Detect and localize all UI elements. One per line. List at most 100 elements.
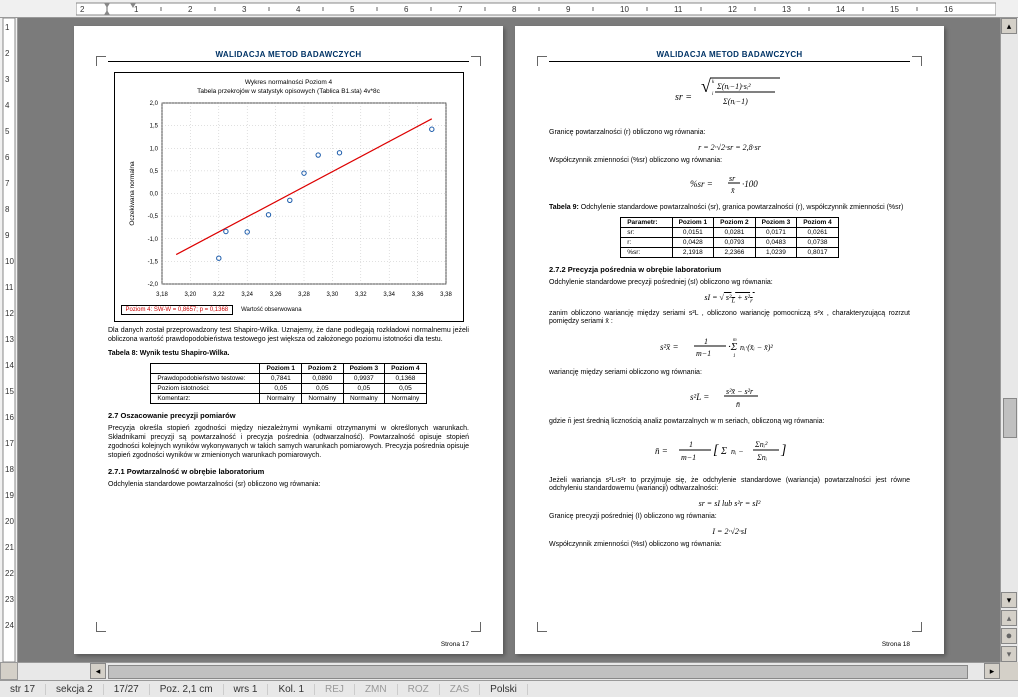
svg-text:-1,5: -1,5 — [147, 259, 158, 265]
section-2-7: 2.7 Oszacowanie precyzji pomiarów — [108, 411, 469, 420]
svg-text:11: 11 — [5, 283, 14, 292]
svg-text:-2,0: -2,0 — [147, 282, 158, 288]
svg-text:k: k — [712, 80, 715, 85]
svg-text:9: 9 — [566, 5, 571, 14]
svg-text:8: 8 — [5, 205, 10, 214]
status-line: wrs 1 — [224, 684, 269, 695]
para-wsr: Współczynnik zmienności (%sr) obliczono … — [549, 157, 910, 166]
svg-text:-0,5: -0,5 — [147, 214, 158, 220]
formula-sr-sl: sr = sI lub s²r = sI² — [549, 499, 910, 508]
svg-text:0,5: 0,5 — [149, 169, 158, 175]
formula-sr: sr = √ Σ(nᵢ−1)·sᵢ² Σ(nᵢ−1) ki — [549, 72, 910, 124]
svg-text:21: 21 — [5, 543, 14, 552]
svg-text:11: 11 — [674, 5, 683, 14]
svg-text:23: 23 — [5, 595, 14, 604]
scroll-up-button[interactable]: ▴ — [1001, 18, 1017, 34]
svg-text:13: 13 — [782, 5, 791, 14]
status-bar: str 17 sekcja 2 17/27 Poz. 2,1 cm wrs 1 … — [0, 680, 1018, 697]
svg-text:9: 9 — [5, 231, 10, 240]
svg-text:14: 14 — [5, 361, 14, 370]
scroll-down-button[interactable]: ▾ — [1001, 592, 1017, 608]
svg-text:3,18: 3,18 — [156, 292, 168, 298]
svg-text:5: 5 — [350, 5, 355, 14]
svg-text:10: 10 — [5, 257, 14, 266]
chart-title-2: Tabela przekrojów w statystyk opisowych … — [121, 88, 457, 95]
next-page-button[interactable]: ▾ — [1001, 646, 1017, 662]
section-2-7-2: 2.7.2 Precyzja pośrednia w obrębie labor… — [549, 265, 910, 274]
svg-text:-1,0: -1,0 — [147, 237, 158, 243]
formula-I: I = 2·√2·sI — [549, 527, 910, 536]
svg-text:1: 1 — [704, 337, 708, 346]
svg-text:2: 2 — [80, 5, 85, 14]
svg-text:4: 4 — [296, 5, 301, 14]
svg-text:3,20: 3,20 — [184, 292, 196, 298]
svg-text:1: 1 — [733, 354, 736, 359]
svg-text:18: 18 — [5, 465, 14, 474]
para-2-7: Precyzja określa stopień zgodności międz… — [108, 425, 469, 460]
table-9: Parametr:Poziom 1Poziom 2Poziom 3Poziom … — [620, 217, 839, 258]
browse-object-button[interactable]: ● — [1001, 628, 1017, 644]
chart-xlabel: Wartość obserwowana — [241, 307, 301, 313]
svg-text:sr: sr — [729, 174, 736, 183]
svg-text:√: √ — [701, 76, 711, 96]
section-2-7-1: 2.7.1 Powtarzalność w obrębie laboratori… — [108, 467, 469, 476]
para-sI: Odchylenie standardowe precyzji pośredni… — [549, 279, 910, 288]
svg-text:2,0: 2,0 — [149, 101, 158, 107]
status-trk: ZMN — [355, 684, 398, 695]
page-header: WALIDACJA METOD BADAWCZYCH — [108, 50, 469, 62]
chart-plot: 3,183,203,223,243,263,283,303,323,343,36… — [124, 97, 454, 302]
horizontal-scrollbar[interactable]: ◂ ▸ — [18, 662, 1000, 680]
svg-text:3,30: 3,30 — [326, 292, 338, 298]
status-section: sekcja 2 — [46, 684, 104, 695]
svg-text:7: 7 — [5, 179, 10, 188]
vertical-ruler: 123456789101112131415161718192021222324 — [0, 18, 18, 662]
vertical-scrollbar[interactable]: ▴ ▾ ▴ ● ▾ — [1000, 18, 1018, 662]
svg-text:10: 10 — [620, 5, 629, 14]
svg-text:3,38: 3,38 — [440, 292, 452, 298]
svg-text:s²x̄ =: s²x̄ = — [660, 342, 679, 352]
scroll-left-button[interactable]: ◂ — [90, 663, 106, 679]
svg-text:6: 6 — [404, 5, 409, 14]
page-number: Strona 18 — [882, 641, 910, 648]
svg-text:14: 14 — [836, 5, 845, 14]
scroll-right-button[interactable]: ▸ — [984, 663, 1000, 679]
status-pages: 17/27 — [104, 684, 150, 695]
svg-text:3,32: 3,32 — [354, 292, 366, 298]
vscroll-thumb[interactable] — [1003, 398, 1017, 438]
svg-text:24: 24 — [5, 621, 14, 630]
status-ovr: ZAS — [440, 684, 480, 695]
page-18: WALIDACJA METOD BADAWCZYCH sr = √ Σ(nᵢ−1… — [515, 26, 944, 654]
svg-text:nᵢ −: nᵢ − — [731, 447, 744, 456]
svg-text:n̄: n̄ — [736, 400, 740, 409]
svg-text:%sr =: %sr = — [690, 179, 713, 189]
status-page: str 17 — [0, 684, 46, 695]
svg-text:22: 22 — [5, 569, 14, 578]
svg-text:x̄: x̄ — [730, 186, 735, 195]
svg-text:16: 16 — [944, 5, 953, 14]
svg-text:3,36: 3,36 — [411, 292, 423, 298]
svg-text:Σ(nᵢ−1): Σ(nᵢ−1) — [722, 97, 748, 106]
document-area: WALIDACJA METOD BADAWCZYCH Wykres normal… — [18, 18, 1000, 662]
para-wsI: Współczynnik zmienności (%sI) obliczono … — [549, 541, 910, 550]
svg-text:6: 6 — [5, 153, 10, 162]
svg-text:m−1: m−1 — [696, 349, 711, 358]
svg-text:·100: ·100 — [742, 179, 758, 189]
svg-text:1: 1 — [134, 5, 139, 14]
page-17: WALIDACJA METOD BADAWCZYCH Wykres normal… — [74, 26, 503, 654]
formula-wsr: %sr = sr x̄ ·100 — [549, 171, 910, 199]
prev-page-button[interactable]: ▴ — [1001, 610, 1017, 626]
svg-text:1,0: 1,0 — [149, 146, 158, 152]
para-2-7-1: Odchylenia standardowe powtarzalności (s… — [108, 481, 469, 490]
formula-sL: s²L = s²x̄ − s²r n̄ — [549, 383, 910, 413]
svg-text:Σ(nᵢ−1)·sᵢ²: Σ(nᵢ−1)·sᵢ² — [716, 82, 751, 91]
svg-text:7: 7 — [458, 5, 463, 14]
svg-text:16: 16 — [5, 413, 14, 422]
para-shapiro: Dla danych został przeprowadzony test Sh… — [108, 327, 469, 345]
svg-text:0,0: 0,0 — [149, 192, 158, 198]
hscroll-thumb[interactable] — [108, 665, 968, 679]
svg-text:i: i — [712, 92, 714, 97]
para-gdzie: gdzie n̄ jest średnią licznością analiz … — [549, 418, 910, 427]
formula-sx: s²x̄ = 1 m−1 ·Σ nᵢ·(x̄ᵢ − x̄̄)² m1 — [549, 332, 910, 364]
table9-caption: Tabela 9: Odchylenie standardowe powtarz… — [549, 204, 910, 213]
svg-text:4: 4 — [5, 101, 10, 110]
